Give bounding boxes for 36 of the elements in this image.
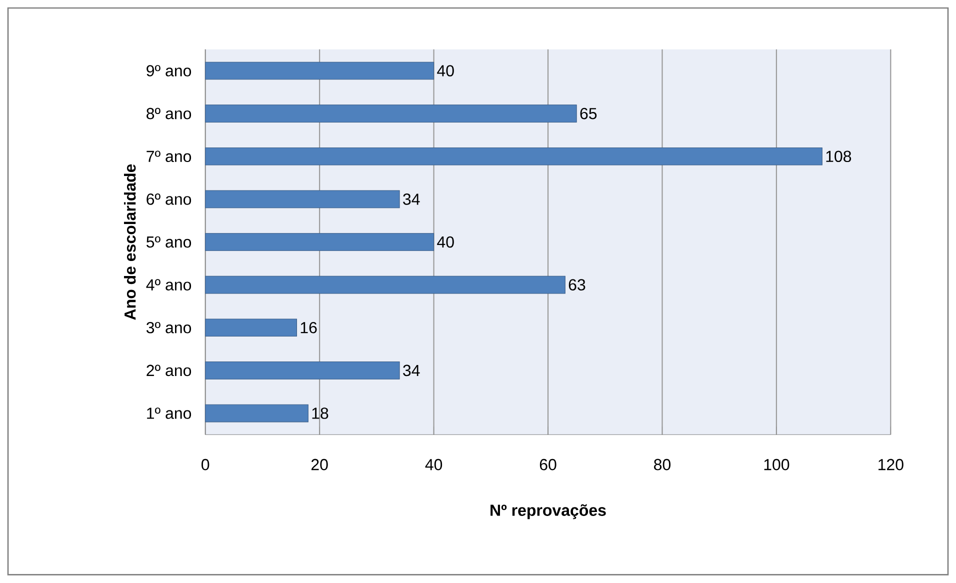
- y-tick-label: 4º ano: [146, 279, 192, 291]
- x-tick-label: 120: [878, 459, 904, 470]
- x-axis-title: Nº reprovações: [490, 504, 606, 520]
- data-label: 16: [300, 322, 317, 334]
- data-label: 34: [403, 364, 420, 376]
- y-tick-label: 8º ano: [146, 108, 192, 120]
- x-tick-label: 60: [540, 459, 556, 470]
- bar: [205, 233, 434, 252]
- data-label: 34: [403, 194, 420, 206]
- data-label: 18: [312, 408, 328, 420]
- x-tick-label: 0: [202, 459, 210, 470]
- y-tick-label: 7º ano: [146, 150, 192, 162]
- data-label: 40: [437, 236, 454, 248]
- bar: [205, 148, 822, 166]
- bar: [205, 276, 566, 294]
- y-tick-label: 9º ano: [146, 65, 192, 77]
- x-tick-label: 80: [654, 459, 671, 470]
- y-tick-label: 5º ano: [146, 236, 192, 248]
- bar: [205, 404, 308, 422]
- y-tick-label: 3º ano: [146, 322, 192, 334]
- x-tick-label: 20: [311, 459, 328, 470]
- y-axis-title: Ano de escolaridade: [124, 164, 136, 320]
- bar: [205, 190, 400, 208]
- y-tick-label: 1º ano: [147, 408, 192, 420]
- x-tick-label: 100: [764, 459, 790, 470]
- y-tick-label: 6º ano: [146, 194, 192, 206]
- x-tick-label: 40: [425, 459, 442, 470]
- data-label: 63: [568, 279, 586, 291]
- y-tick-label: 2º ano: [146, 364, 192, 376]
- bar: [205, 62, 434, 80]
- data-label: 65: [580, 108, 597, 120]
- data-label: 40: [437, 65, 454, 77]
- bar: [205, 362, 400, 380]
- bar: [205, 318, 297, 337]
- data-label: 108: [826, 150, 852, 162]
- bar: [205, 104, 577, 123]
